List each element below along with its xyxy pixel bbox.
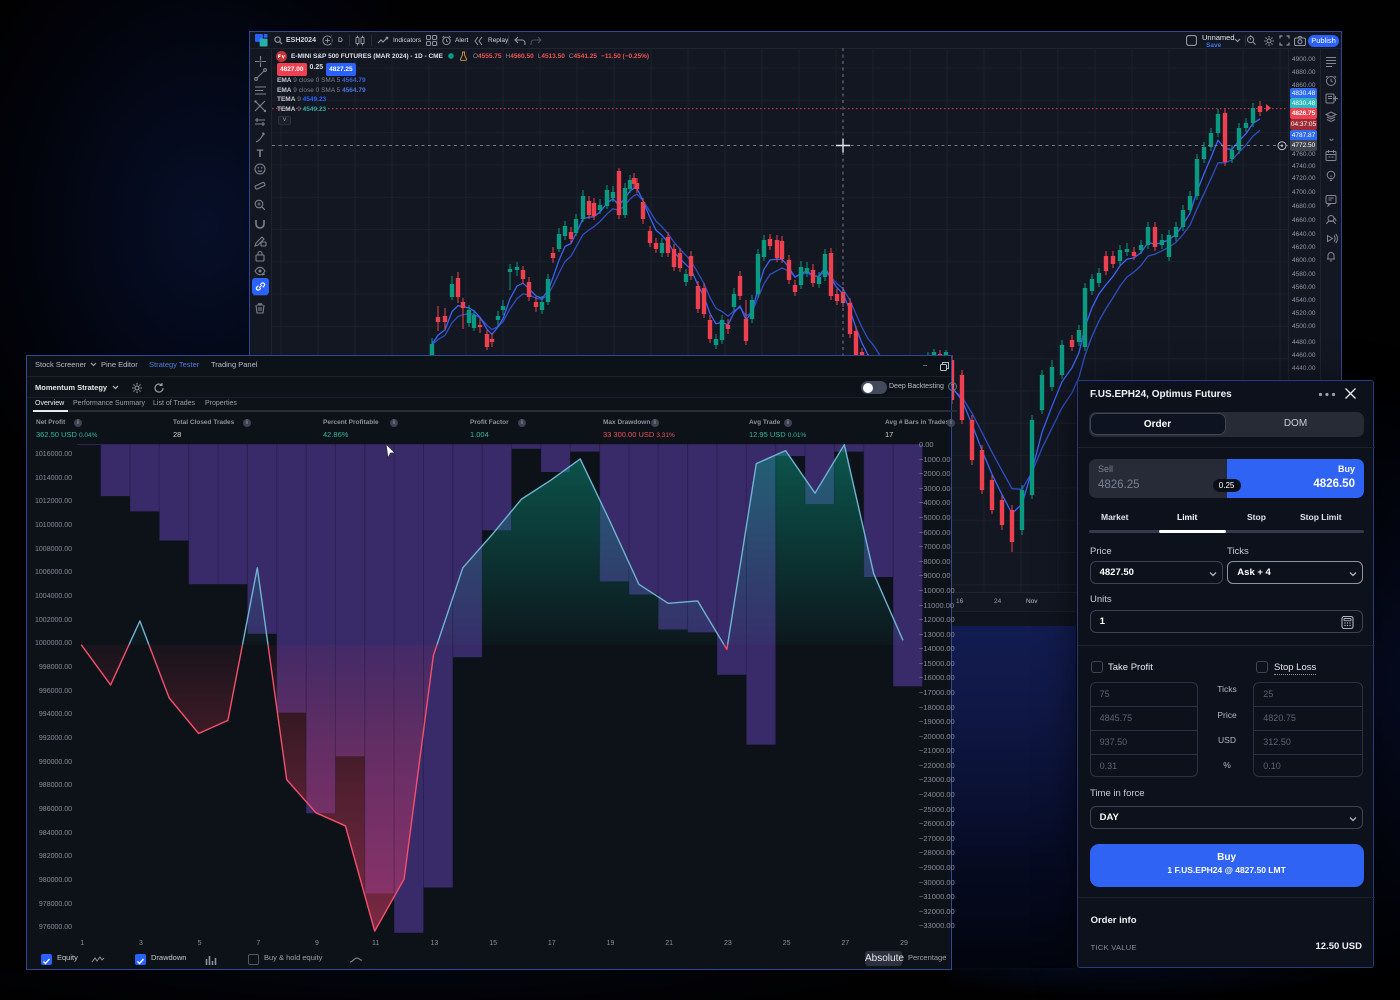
svg-text:T: T: [257, 148, 264, 160]
